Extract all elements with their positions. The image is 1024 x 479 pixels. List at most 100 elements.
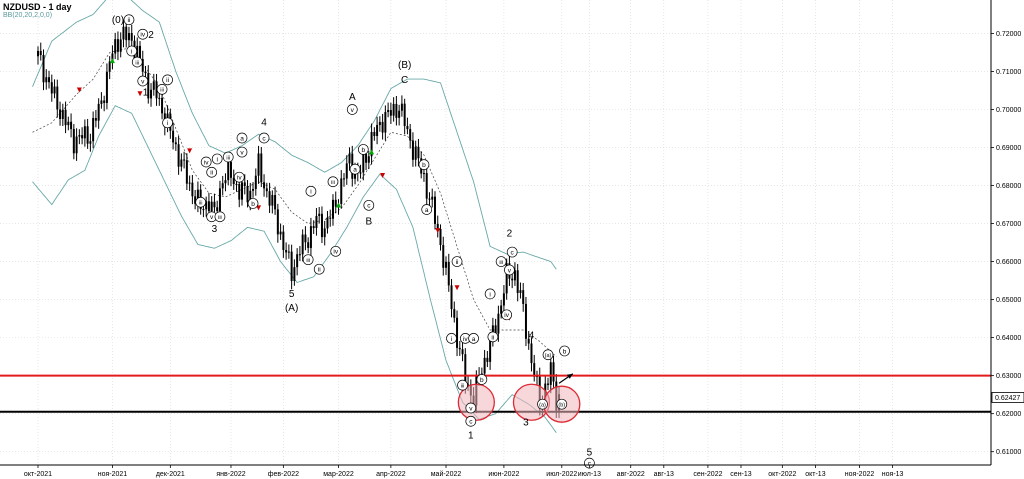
candle-body	[246, 186, 249, 203]
x-tick-label: июн-2022	[488, 471, 519, 478]
candle-body	[265, 188, 268, 192]
candle-body	[370, 131, 373, 157]
candle-body	[513, 270, 516, 281]
candle-body	[533, 363, 536, 377]
candle-body	[103, 100, 106, 103]
down-arrow	[76, 87, 82, 93]
y-tick-label: 0.62000	[996, 411, 1021, 418]
x-tick-label: июл-13	[578, 471, 601, 478]
candle-body	[409, 129, 412, 141]
candle-body	[114, 39, 117, 54]
candle-body	[196, 189, 199, 204]
candle-body	[522, 290, 525, 304]
candle-body	[216, 207, 219, 212]
candle-body	[229, 161, 232, 178]
last-price-tag	[991, 392, 1024, 403]
candle-body	[326, 217, 329, 229]
wave-label: 1	[143, 87, 149, 98]
wave-label-ring	[506, 246, 518, 258]
candle-body	[78, 135, 81, 137]
bollinger-bands	[32, 0, 557, 433]
candle-body	[274, 194, 277, 210]
candlestick-series	[37, 18, 561, 419]
candle-body	[116, 39, 119, 52]
x-tick-label: ноя-2022	[845, 471, 875, 478]
candle-body	[489, 339, 492, 362]
candle-body	[108, 61, 111, 72]
candle-body	[343, 178, 346, 180]
x-tick-label: май-2022	[431, 470, 462, 478]
candle-body	[224, 180, 227, 184]
candle-body	[381, 121, 384, 133]
wave-label: i	[489, 291, 490, 298]
candle-body	[172, 130, 175, 143]
wave-label: v	[469, 405, 473, 412]
candle-body	[307, 242, 310, 248]
wave-label: (B)	[398, 60, 411, 71]
candle-body	[403, 103, 406, 127]
wave-label: ii	[210, 170, 213, 177]
candle-body	[155, 81, 158, 99]
x-tick-label: авг-13	[654, 471, 674, 478]
x-tick-label: сен-13	[730, 471, 751, 478]
wave-label-ring	[363, 199, 375, 211]
candle-body	[502, 293, 505, 306]
candle-body	[207, 201, 210, 212]
wave-label: iii	[218, 215, 222, 221]
candle-body	[467, 384, 470, 386]
wave-label: c	[588, 460, 592, 467]
y-tick-label: 0.67000	[996, 221, 1021, 228]
wave-label: i	[216, 156, 217, 163]
x-tick-label: ноя-2021	[98, 471, 128, 478]
wave-label-ring	[465, 402, 477, 414]
candle-body	[422, 173, 425, 175]
wave-label: (a)	[539, 403, 546, 409]
wave-label-ring	[349, 163, 361, 175]
candle-body	[298, 254, 301, 256]
candle-body	[359, 172, 362, 174]
wave-label: iii	[306, 258, 310, 264]
candle-body	[376, 125, 379, 136]
candle-body	[205, 201, 208, 210]
wave-label: ii	[166, 77, 169, 84]
y-tick-label: 0.66000	[996, 259, 1021, 266]
candle-body	[395, 103, 398, 118]
candle-body	[238, 183, 241, 200]
candle-body	[64, 109, 67, 126]
candle-body	[450, 285, 453, 310]
candle-body	[75, 136, 78, 154]
chart-grid	[0, 0, 991, 465]
candle-body	[323, 228, 326, 238]
up-arrow	[335, 202, 341, 208]
candle-body	[497, 313, 500, 334]
wave-label-ring	[584, 457, 595, 469]
wave-label: iv	[333, 249, 338, 256]
wave-label: i	[310, 189, 311, 196]
candle-body	[191, 182, 194, 197]
wave-label-ring	[214, 211, 226, 223]
x-tick-label: фев-2022	[268, 471, 299, 478]
x-tick-label: окт-2022	[768, 471, 796, 478]
candle-body	[97, 103, 100, 121]
candle-body	[436, 223, 439, 230]
down-arrow	[454, 285, 460, 291]
candle-body	[494, 325, 497, 334]
wave-label: iii	[226, 155, 230, 161]
candle-body	[464, 354, 467, 386]
candle-body	[276, 209, 279, 235]
candle-body	[257, 153, 260, 176]
wave-label: a	[472, 336, 476, 343]
wave-label-ring	[123, 14, 135, 26]
candle-body	[180, 159, 183, 167]
candle-body	[296, 254, 299, 268]
wave-label-ring	[313, 263, 325, 275]
wave-label: v	[351, 107, 355, 114]
candle-body	[136, 45, 139, 59]
wave-label-ring	[302, 254, 314, 266]
wave-label-ring	[487, 331, 499, 343]
wave-label: iv	[140, 32, 145, 39]
wave-label: 3	[523, 417, 529, 428]
wave-label: b	[563, 348, 567, 355]
candle-body	[315, 215, 318, 229]
